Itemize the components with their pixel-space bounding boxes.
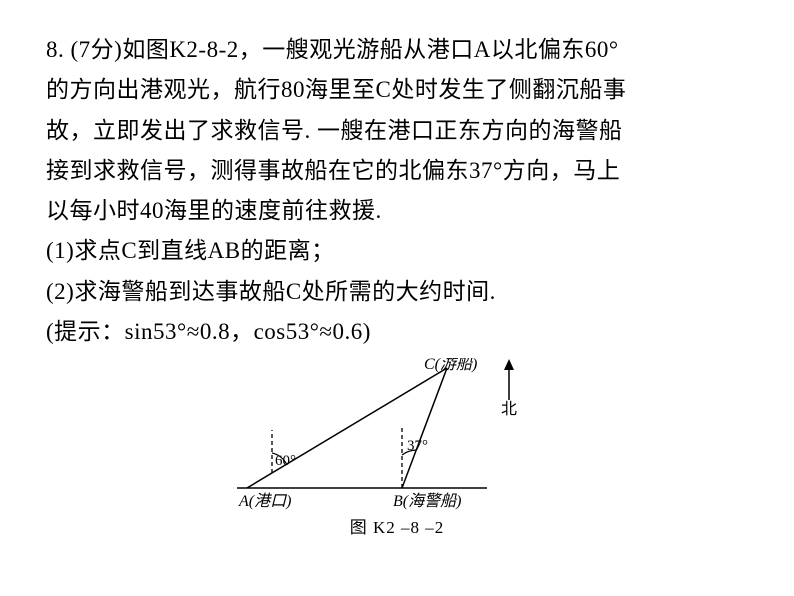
label-north: 北	[501, 400, 517, 418]
diagram-container: 60° 37° C(游船) 北 A(港口) B(海警船)	[46, 358, 748, 513]
question1: (1)求点C到直线AB的距离；	[46, 231, 748, 271]
line1: 8. (7分)如图K2-8-2，一艘观光游船从港口A以北偏东60°	[46, 30, 748, 70]
label-c: C(游船)	[424, 358, 477, 373]
problem-text: 8. (7分)如图K2-8-2，一艘观光游船从港口A以北偏东60° 的方向出港观…	[46, 30, 748, 352]
angle-b-label: 37°	[407, 438, 428, 454]
geometry-diagram: 60° 37° C(游船) 北 A(港口) B(海警船)	[227, 358, 567, 513]
figure-caption: 图 K2 –8 –2	[46, 513, 748, 543]
label-b: B(海警船)	[393, 492, 461, 510]
line2: 的方向出港观光，航行80海里至C处时发生了侧翻沉船事	[46, 70, 748, 110]
label-a: A(港口)	[238, 492, 291, 510]
question2: (2)求海警船到达事故船C处所需的大约时间.	[46, 272, 748, 312]
line5: 以每小时40海里的速度前往救援.	[46, 191, 748, 231]
line4: 接到求救信号，测得事故船在它的北偏东37°方向，马上	[46, 151, 748, 191]
line3: 故，立即发出了求救信号. 一艘在港口正东方向的海警船	[46, 111, 748, 151]
hint-line: (提示：sin53°≈0.8，cos53°≈0.6)	[46, 312, 748, 352]
angle-a-label: 60°	[275, 453, 296, 469]
